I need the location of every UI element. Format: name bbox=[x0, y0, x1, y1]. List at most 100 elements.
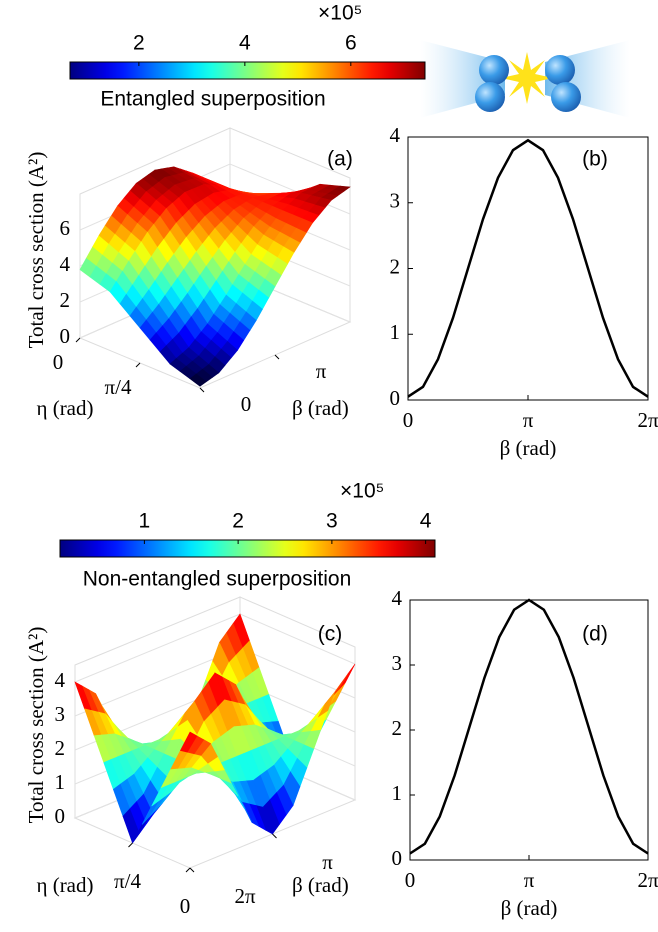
colorbar-tick-label: 4 bbox=[420, 510, 432, 533]
panel-label: (b) bbox=[582, 148, 608, 171]
y-tick bbox=[274, 354, 280, 360]
panel-label: (d) bbox=[582, 623, 608, 646]
x-axis-label: β (rad) bbox=[501, 896, 558, 920]
surface-patch bbox=[243, 744, 294, 835]
x-tick bbox=[75, 337, 81, 343]
x-tick-label: π bbox=[523, 408, 534, 432]
surface-patch bbox=[244, 234, 295, 288]
x-tick-label: 2π bbox=[637, 868, 658, 892]
surface-patch bbox=[194, 672, 245, 763]
colorbar-tick-label: 6 bbox=[345, 32, 357, 55]
y-tick-label: 3 bbox=[390, 189, 401, 213]
z-tick-label: 4 bbox=[55, 668, 66, 692]
x-axis-label: η (rad) bbox=[36, 396, 93, 420]
surface-patch bbox=[202, 184, 254, 211]
x-tick-label: 2π bbox=[637, 408, 658, 432]
surface-patch bbox=[117, 182, 167, 233]
z-tick-label: 0 bbox=[60, 324, 71, 348]
surface-patch bbox=[177, 251, 227, 325]
colorbar-label: Non-entangled superposition bbox=[83, 568, 352, 591]
y-tick-label: 0 bbox=[390, 386, 401, 410]
z-axis-label: Total cross section (A²) bbox=[24, 152, 48, 349]
x-tick-label: π/4 bbox=[114, 869, 141, 893]
y-tick-label: π bbox=[316, 359, 327, 383]
surface-patch bbox=[207, 294, 257, 351]
surface-patch bbox=[139, 303, 190, 365]
surface-patch bbox=[128, 231, 178, 305]
y-tick-label: 1 bbox=[390, 320, 401, 344]
y-tick-label: 2π bbox=[234, 884, 256, 908]
x-tick bbox=[135, 362, 141, 368]
z-axis-label: Total cross section (A²) bbox=[24, 627, 48, 824]
x-axis-label: β (rad) bbox=[500, 436, 557, 460]
y-tick-label: 1 bbox=[392, 781, 403, 805]
sphere bbox=[545, 55, 575, 85]
colorbar-multiplier: ×10⁵ bbox=[340, 480, 384, 503]
y-tick-label: 2 bbox=[390, 254, 401, 278]
z-tick-label: 3 bbox=[55, 702, 66, 726]
surface-patch bbox=[160, 731, 212, 789]
surface-patch bbox=[169, 347, 220, 387]
z-tick-label: 0 bbox=[55, 804, 66, 828]
surface-patch bbox=[195, 227, 246, 296]
surface-patch bbox=[109, 260, 160, 329]
surface-patch bbox=[214, 209, 265, 265]
y-tick-label: 0 bbox=[241, 392, 252, 416]
y-tick-label: 4 bbox=[392, 586, 403, 610]
x-tick-label: π bbox=[524, 868, 535, 892]
curve bbox=[407, 138, 649, 398]
x-tick-label: 0 bbox=[403, 408, 414, 432]
surface-patch bbox=[214, 672, 265, 754]
colorbar-tick-label: 2 bbox=[232, 510, 244, 533]
surface-patch bbox=[181, 743, 232, 784]
colorbar-label: Entangled superposition bbox=[100, 88, 325, 111]
colorbar bbox=[69, 61, 426, 80]
surface-patch bbox=[158, 277, 208, 349]
x-tick-label: 0 bbox=[405, 868, 416, 892]
y-tick-label: 4 bbox=[390, 123, 401, 147]
surface-patch bbox=[263, 736, 315, 807]
x-tick-label: 0 bbox=[180, 894, 191, 918]
y-tick bbox=[199, 387, 205, 393]
colorbar-tick-label: 4 bbox=[239, 32, 251, 55]
colorbar-multiplier: ×10⁵ bbox=[318, 2, 362, 25]
surface-patch bbox=[147, 208, 197, 279]
axes-box bbox=[407, 136, 649, 401]
colorbar-tick-label: 3 bbox=[326, 510, 338, 533]
z-tick-label: 2 bbox=[60, 288, 71, 312]
surface-patch bbox=[219, 613, 270, 704]
surface-patch bbox=[79, 235, 130, 293]
y-axis-label: β (rad) bbox=[292, 873, 349, 897]
z-tick-label: 1 bbox=[55, 770, 66, 794]
y-tick-label: 2 bbox=[392, 716, 403, 740]
x-tick bbox=[185, 867, 191, 873]
sphere bbox=[551, 82, 581, 112]
surface-patch bbox=[132, 778, 183, 844]
sphere bbox=[479, 55, 509, 85]
z-tick-label: 2 bbox=[55, 736, 66, 760]
surface-patch bbox=[225, 263, 276, 321]
z-tick-label: 6 bbox=[60, 216, 71, 240]
surface-facet bbox=[189, 373, 207, 387]
surface-patch bbox=[154, 166, 205, 193]
y-axis-label: β (rad) bbox=[292, 396, 349, 420]
y-tick bbox=[189, 867, 195, 873]
surface-patch bbox=[222, 753, 274, 835]
x-tick-label: 0 bbox=[53, 350, 64, 374]
y-tick-label: π bbox=[322, 850, 333, 874]
colorbar-tick-label: 2 bbox=[133, 32, 145, 55]
y-tick-label: 0 bbox=[392, 846, 403, 870]
colorbar bbox=[59, 539, 436, 558]
y-tick-label: 3 bbox=[392, 651, 403, 675]
z-tick-label: 4 bbox=[60, 252, 71, 276]
surface-patch bbox=[284, 692, 335, 750]
curve bbox=[409, 598, 649, 855]
surface-patch bbox=[233, 197, 283, 236]
x-tick-label: π/4 bbox=[105, 375, 132, 399]
sphere bbox=[475, 82, 505, 112]
colorbar-tick-label: 1 bbox=[139, 510, 151, 533]
panel-label: (c) bbox=[318, 623, 343, 646]
collision-icon bbox=[420, 40, 630, 118]
